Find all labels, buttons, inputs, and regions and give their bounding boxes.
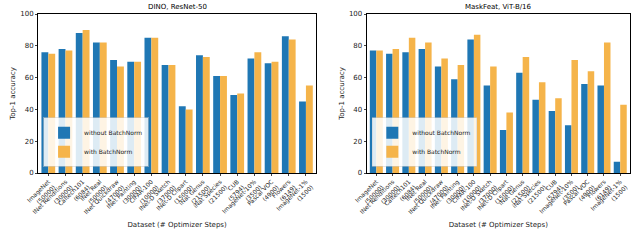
svg-text:Pascal VOC(4900): Pascal VOC(4900) <box>246 178 280 212</box>
svg-text:100: 100 <box>349 10 362 18</box>
svg-text:INet Quickdraw(47000): INet Quickdraw(47000) <box>407 178 450 221</box>
svg-text:20: 20 <box>353 138 362 146</box>
svg-text:Dataset (# Optimizer Steps): Dataset (# Optimizer Steps) <box>127 221 227 229</box>
svg-text:INet Real(50000): INet Real(50000) <box>404 178 434 208</box>
svg-text:0: 0 <box>358 169 362 177</box>
svg-text:iNat Genus(21500): iNat Genus(21500) <box>177 178 211 212</box>
svg-text:Flowers(6149): Flowers(6149) <box>586 178 613 205</box>
svg-text:CIFAR-100(10000): CIFAR-100(10000) <box>450 178 482 210</box>
svg-text:ImageNet-1%(1500): ImageNet-1%(1500) <box>275 178 315 218</box>
svg-text:iNat Genus(21500): iNat Genus(21500) <box>497 178 531 212</box>
svg-text:without BatchNorm: without BatchNorm <box>412 129 470 136</box>
svg-text:60: 60 <box>353 74 362 82</box>
svg-text:80: 80 <box>353 42 362 50</box>
svg-text:Flowers(6149): Flowers(6149) <box>270 178 297 205</box>
svg-text:DINO, ResNet-50: DINO, ResNet-50 <box>148 3 207 11</box>
svg-text:Top-1 accuracy: Top-1 accuracy <box>9 67 17 121</box>
svg-text:INet Quickdraw(47000): INet Quickdraw(47000) <box>82 178 125 221</box>
svg-text:INet Real(50000): INet Real(50000) <box>79 178 109 208</box>
svg-text:20: 20 <box>25 138 34 146</box>
svg-text:ImageNet-10%(3500): ImageNet-10%(3500) <box>538 178 580 220</box>
svg-text:iNat Species(21500): iNat Species(21500) <box>192 178 229 215</box>
svg-text:Caltech101(6084): Caltech101(6084) <box>56 178 91 213</box>
svg-text:INet-D Clipart(15000): INet-D Clipart(15000) <box>155 178 195 218</box>
svg-text:INet Painting(30000): INet Painting(30000) <box>428 178 466 216</box>
svg-text:60: 60 <box>25 74 34 82</box>
svg-text:ImageNet(50000): ImageNet(50000) <box>25 178 57 210</box>
svg-text:CIFAR-100(10000): CIFAR-100(10000) <box>128 178 160 210</box>
svg-text:with BatchNorm: with BatchNorm <box>412 148 460 155</box>
svg-text:100: 100 <box>20 10 33 18</box>
svg-text:ImageNet(50000): ImageNet(50000) <box>353 178 385 210</box>
svg-text:INet Renditions(30000): INet Renditions(30000) <box>31 178 74 221</box>
svg-text:Dataset (# Optimizer Steps): Dataset (# Optimizer Steps) <box>449 221 549 229</box>
svg-text:INet Painting(30000): INet Painting(30000) <box>105 178 143 216</box>
svg-text:INet-D Clipart(15000): INet-D Clipart(15000) <box>475 178 515 218</box>
svg-text:INet-D Sketch(37000): INet-D Sketch(37000) <box>459 178 499 218</box>
svg-text:INet-D Sketch(37000): INet-D Sketch(37000) <box>137 178 177 218</box>
svg-text:with BatchNorm: with BatchNorm <box>84 148 132 155</box>
svg-text:Caltech101(6084): Caltech101(6084) <box>383 178 418 213</box>
svg-text:CUB(5794): CUB(5794) <box>539 178 564 203</box>
svg-text:iNat Species(21500): iNat Species(21500) <box>511 178 548 215</box>
svg-text:80: 80 <box>25 42 34 50</box>
svg-text:without BatchNorm: without BatchNorm <box>84 129 142 136</box>
svg-text:INet Renditions(30000): INet Renditions(30000) <box>358 178 401 221</box>
svg-text:40: 40 <box>25 106 34 114</box>
svg-text:Pascal VOC(4900): Pascal VOC(4900) <box>562 178 596 212</box>
svg-text:ImageNet-10%(3500): ImageNet-10%(3500) <box>221 178 263 220</box>
svg-text:Top-1 accuracy: Top-1 accuracy <box>338 67 346 121</box>
svg-text:ImageNet-1%(1500): ImageNet-1%(1500) <box>589 178 629 218</box>
svg-text:40: 40 <box>353 106 362 114</box>
svg-text:0: 0 <box>29 169 33 177</box>
svg-text:MaskFeat, ViT-B/16: MaskFeat, ViT-B/16 <box>465 3 532 11</box>
svg-text:CUB(5794): CUB(5794) <box>221 178 246 203</box>
